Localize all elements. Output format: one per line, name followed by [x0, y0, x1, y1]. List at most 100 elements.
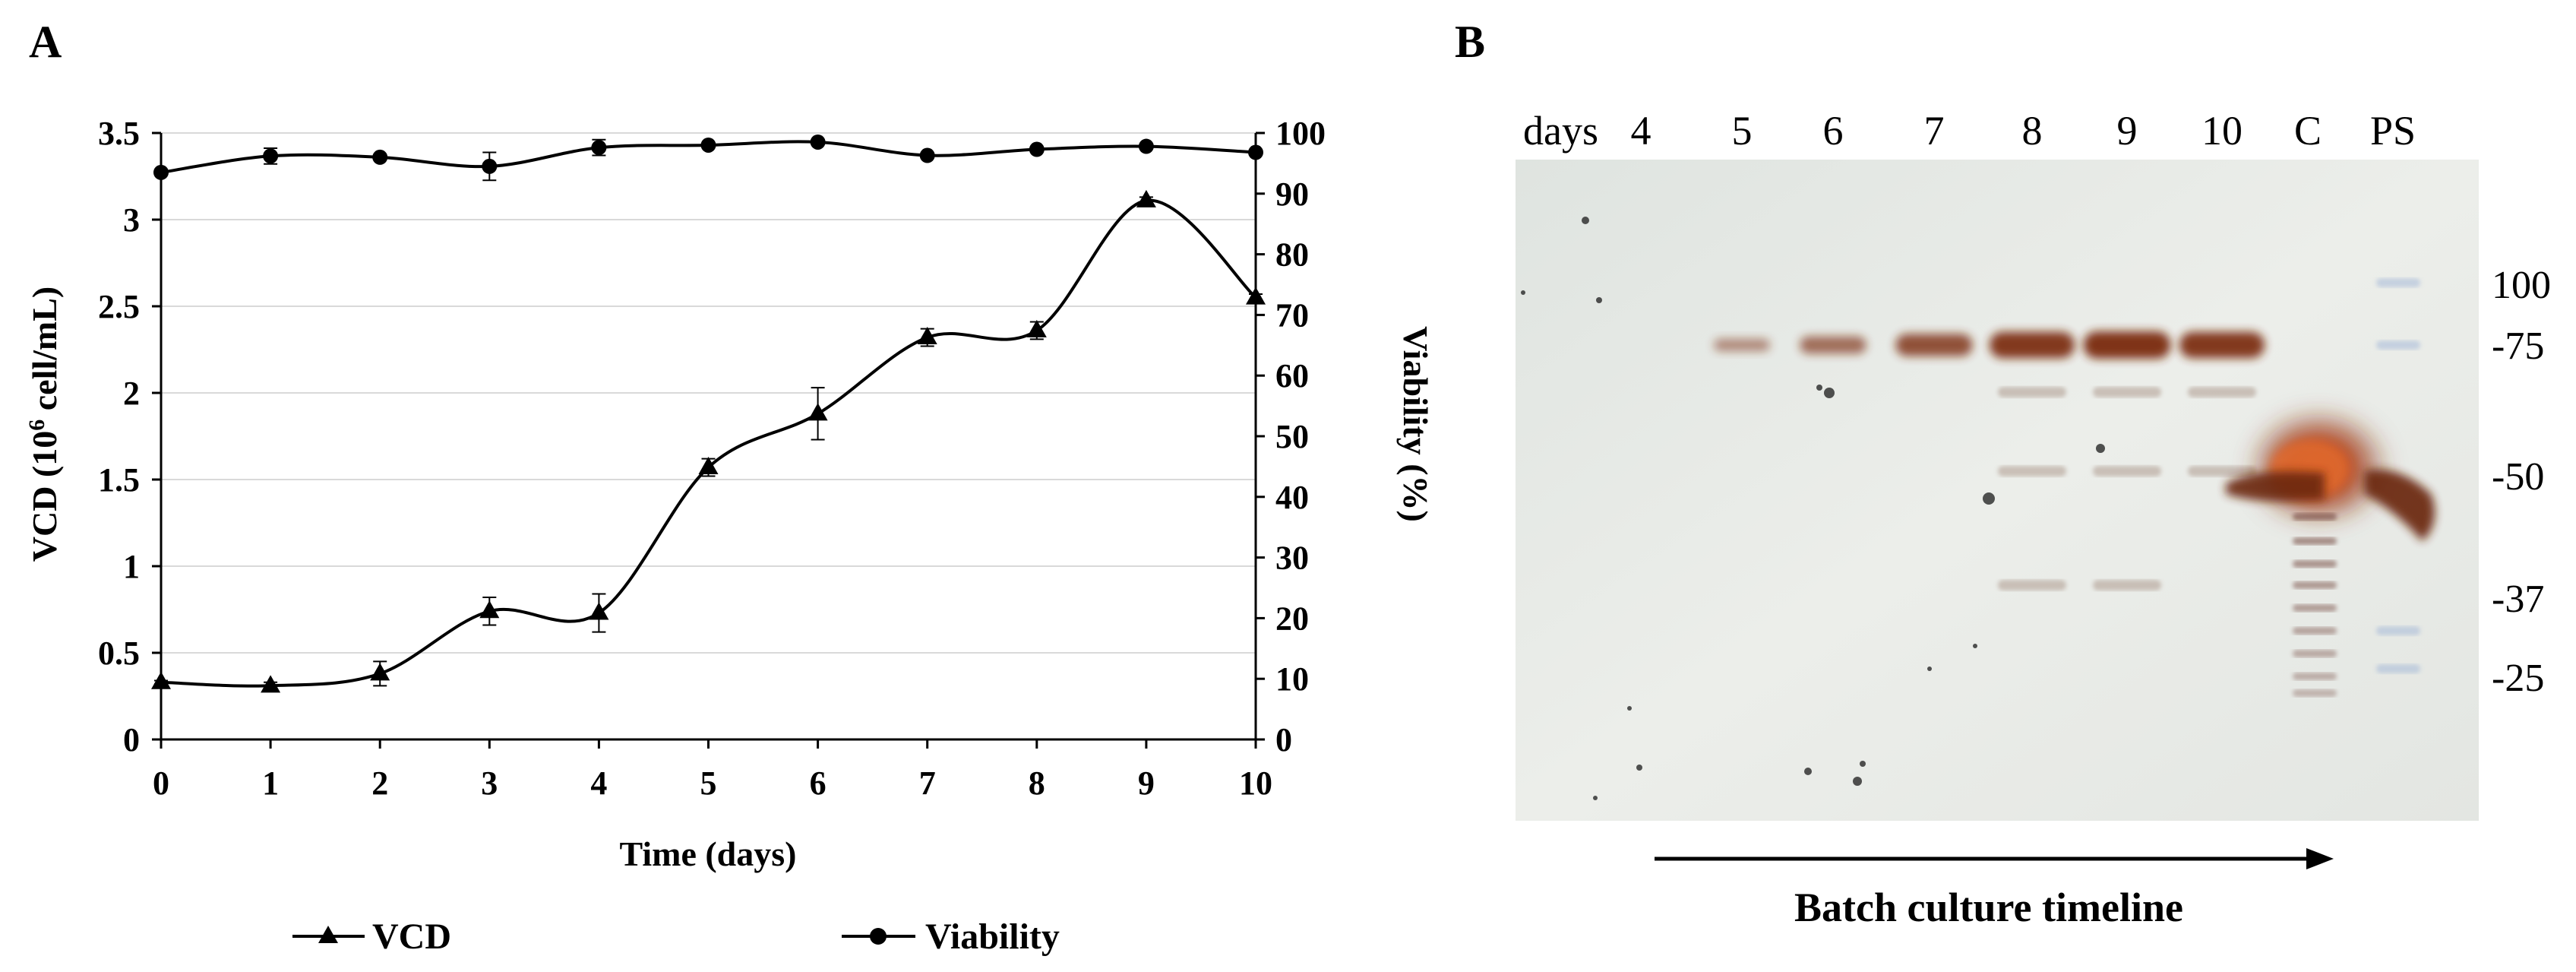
- band: [2083, 331, 2171, 359]
- viability-point: [482, 158, 498, 174]
- left-tick-label: 2: [123, 375, 140, 412]
- lane-labels: 4 5 6 7 8 9 10 C PS: [1631, 108, 2416, 154]
- timeline-arrow: [1655, 848, 2334, 869]
- right-tick-label: 90: [1275, 176, 1309, 213]
- marker-labels: 100 -75 -50 -37 -25: [2492, 264, 2551, 700]
- ladder-band: [2293, 560, 2337, 568]
- x-tick-label: 1: [262, 765, 279, 802]
- viability-point: [1138, 138, 1154, 154]
- right-tick-label: 70: [1275, 296, 1309, 334]
- lane-label: 4: [1631, 108, 1651, 154]
- ps-band: [2364, 469, 2435, 541]
- series-vcd: [151, 189, 1266, 693]
- faint-band: [1998, 387, 2066, 397]
- right-tick-label: 20: [1275, 600, 1309, 637]
- marker-label: -50: [2492, 455, 2544, 499]
- marker-label: 100: [2492, 264, 2551, 307]
- x-tick-label: 9: [1138, 765, 1155, 802]
- speck: [1927, 666, 1932, 671]
- right-tick-label: 50: [1275, 418, 1309, 455]
- arrow-head-icon: [2306, 848, 2334, 869]
- left-tick-label: 3.5: [98, 115, 140, 152]
- faint-band: [2188, 387, 2256, 397]
- x-tick-label: 4: [590, 765, 607, 802]
- speck: [1804, 768, 1812, 775]
- left-axis-title-end: cell/mL): [25, 287, 64, 420]
- speck: [1973, 644, 1977, 648]
- faint-band: [2093, 466, 2161, 477]
- legend-item-viability: Viability: [842, 917, 1060, 957]
- left-tick-label: 1.5: [98, 461, 140, 499]
- ladder-band: [2293, 650, 2337, 657]
- ladder-band: [2293, 627, 2337, 635]
- viability-point: [372, 149, 388, 165]
- vcd-point: [370, 663, 390, 681]
- legend-label-viability: Viability: [925, 917, 1060, 957]
- viability-point: [810, 134, 826, 150]
- vcd-point: [1246, 287, 1266, 305]
- band: [2179, 331, 2265, 359]
- x-tick-label: 8: [1029, 765, 1045, 802]
- ladder-band: [2293, 604, 2337, 612]
- protein-bands: [1714, 278, 2435, 697]
- x-axis-title: Time (days): [620, 834, 797, 873]
- vcd-point: [917, 327, 937, 345]
- viability-point: [591, 140, 607, 156]
- legend: VCD Viability: [292, 917, 1060, 957]
- chart-axes: [160, 133, 1257, 741]
- western-blot: days 4 5 6 7 8 9 10 C PS 100 -75 -50 -37 -25 Batch c…: [1516, 108, 2551, 930]
- ladder-band: [2293, 673, 2337, 680]
- faint-band: [2188, 466, 2256, 477]
- smear: [2226, 471, 2325, 502]
- ps-marker-band: [2376, 664, 2420, 673]
- vcd-point: [151, 671, 171, 689]
- legend-item-vcd: VCD: [292, 917, 451, 957]
- ladder-band: [2293, 581, 2337, 589]
- vcd-point: [808, 403, 828, 421]
- lane-label: 5: [1732, 108, 1753, 154]
- lane-label: 10: [2201, 108, 2243, 154]
- lane-label: 9: [2117, 108, 2138, 154]
- left-tick-label: 2.5: [98, 288, 140, 325]
- growth-chart: 00.511.522.533.5 0102030405060708090100 …: [24, 115, 1436, 957]
- circle-marker-icon: [870, 928, 887, 945]
- speck: [1824, 388, 1835, 398]
- right-axis-title: Viability (%): [1396, 326, 1435, 522]
- series-line: [160, 198, 1257, 688]
- speck: [2096, 444, 2105, 453]
- right-tick-label: 40: [1275, 479, 1309, 516]
- viability-point: [263, 148, 279, 164]
- blot-caption: Batch culture timeline: [1794, 885, 2183, 930]
- viability-point: [919, 147, 935, 163]
- vcd-point: [479, 600, 500, 619]
- left-tick-label: 0: [123, 721, 140, 758]
- lane-label: 7: [1924, 108, 1945, 154]
- left-axis-title-exponent: 6: [24, 420, 49, 431]
- right-tick-label: 80: [1275, 236, 1309, 274]
- band: [1895, 334, 1973, 356]
- ps-marker-band: [2376, 340, 2420, 350]
- left-axis-title: VCD (106 cell/mL): [24, 287, 65, 562]
- left-tick-label: 0.5: [98, 635, 140, 672]
- ladder-band: [2293, 537, 2337, 545]
- vcd-point: [261, 675, 281, 693]
- speck: [1860, 761, 1866, 767]
- right-tick-label: 0: [1275, 721, 1292, 758]
- speck: [1582, 217, 1589, 224]
- series-viability: [153, 134, 1263, 182]
- speck: [1627, 706, 1632, 711]
- lane-header: days: [1523, 108, 1598, 154]
- speck: [1596, 297, 1602, 303]
- speck: [1853, 777, 1862, 786]
- x-tick-label: 10: [1239, 765, 1272, 802]
- vcd-point: [1026, 319, 1047, 337]
- left-axis-ticks: 0 0.5 1 1.5 2 2.5 3 3.5: [98, 115, 161, 758]
- triangle-marker-icon: [318, 926, 338, 943]
- vcd-point: [589, 602, 609, 620]
- lane-label: 8: [2022, 108, 2043, 154]
- x-tick-label: 2: [371, 765, 388, 802]
- faint-band: [1998, 466, 2066, 477]
- lane-label: PS: [2370, 108, 2416, 154]
- x-axis-ticks: 0 1 2 3 4 5 6 7 8 9 10: [153, 739, 1272, 802]
